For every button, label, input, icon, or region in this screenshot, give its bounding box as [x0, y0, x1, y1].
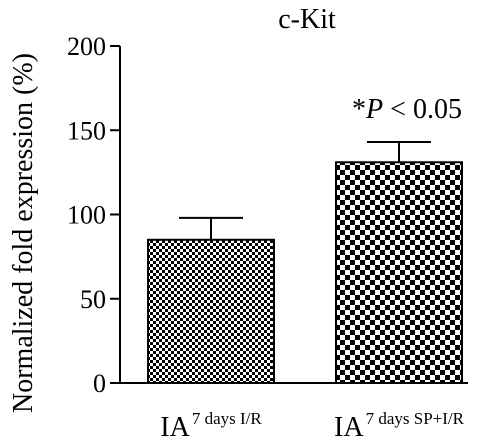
annotation-star: *: [352, 94, 366, 125]
x-tick-label-base: IA: [334, 412, 364, 443]
y-tick-label: 100: [67, 201, 106, 230]
y-tick-label: 0: [93, 369, 106, 398]
bar: [335, 161, 463, 384]
annotation-text: < 0.05: [383, 94, 462, 125]
y-tick-label: 50: [80, 285, 106, 314]
bars: [147, 141, 463, 384]
x-tick-labels: IA 7 days I/R IA 7 days SP+I/R: [160, 409, 464, 443]
chart-title: c-Kit: [278, 4, 336, 35]
x-tick-label-superscript: 7 days I/R: [192, 409, 263, 428]
x-tick-label: IA 7 days I/R: [160, 409, 262, 443]
y-tick-label: 200: [67, 32, 106, 61]
x-tick-label-base: IA: [160, 412, 190, 443]
bar: [147, 238, 275, 384]
y-tick-label: 150: [67, 116, 106, 145]
annotation-p: P: [365, 94, 383, 125]
significance-annotation: *P < 0.05: [352, 94, 462, 125]
x-tick-label-superscript: 7 days SP+I/R: [366, 409, 465, 428]
y-axis-label: Normalized fold expression (%): [8, 53, 39, 413]
x-tick-label: IA 7 days SP+I/R: [334, 409, 465, 443]
